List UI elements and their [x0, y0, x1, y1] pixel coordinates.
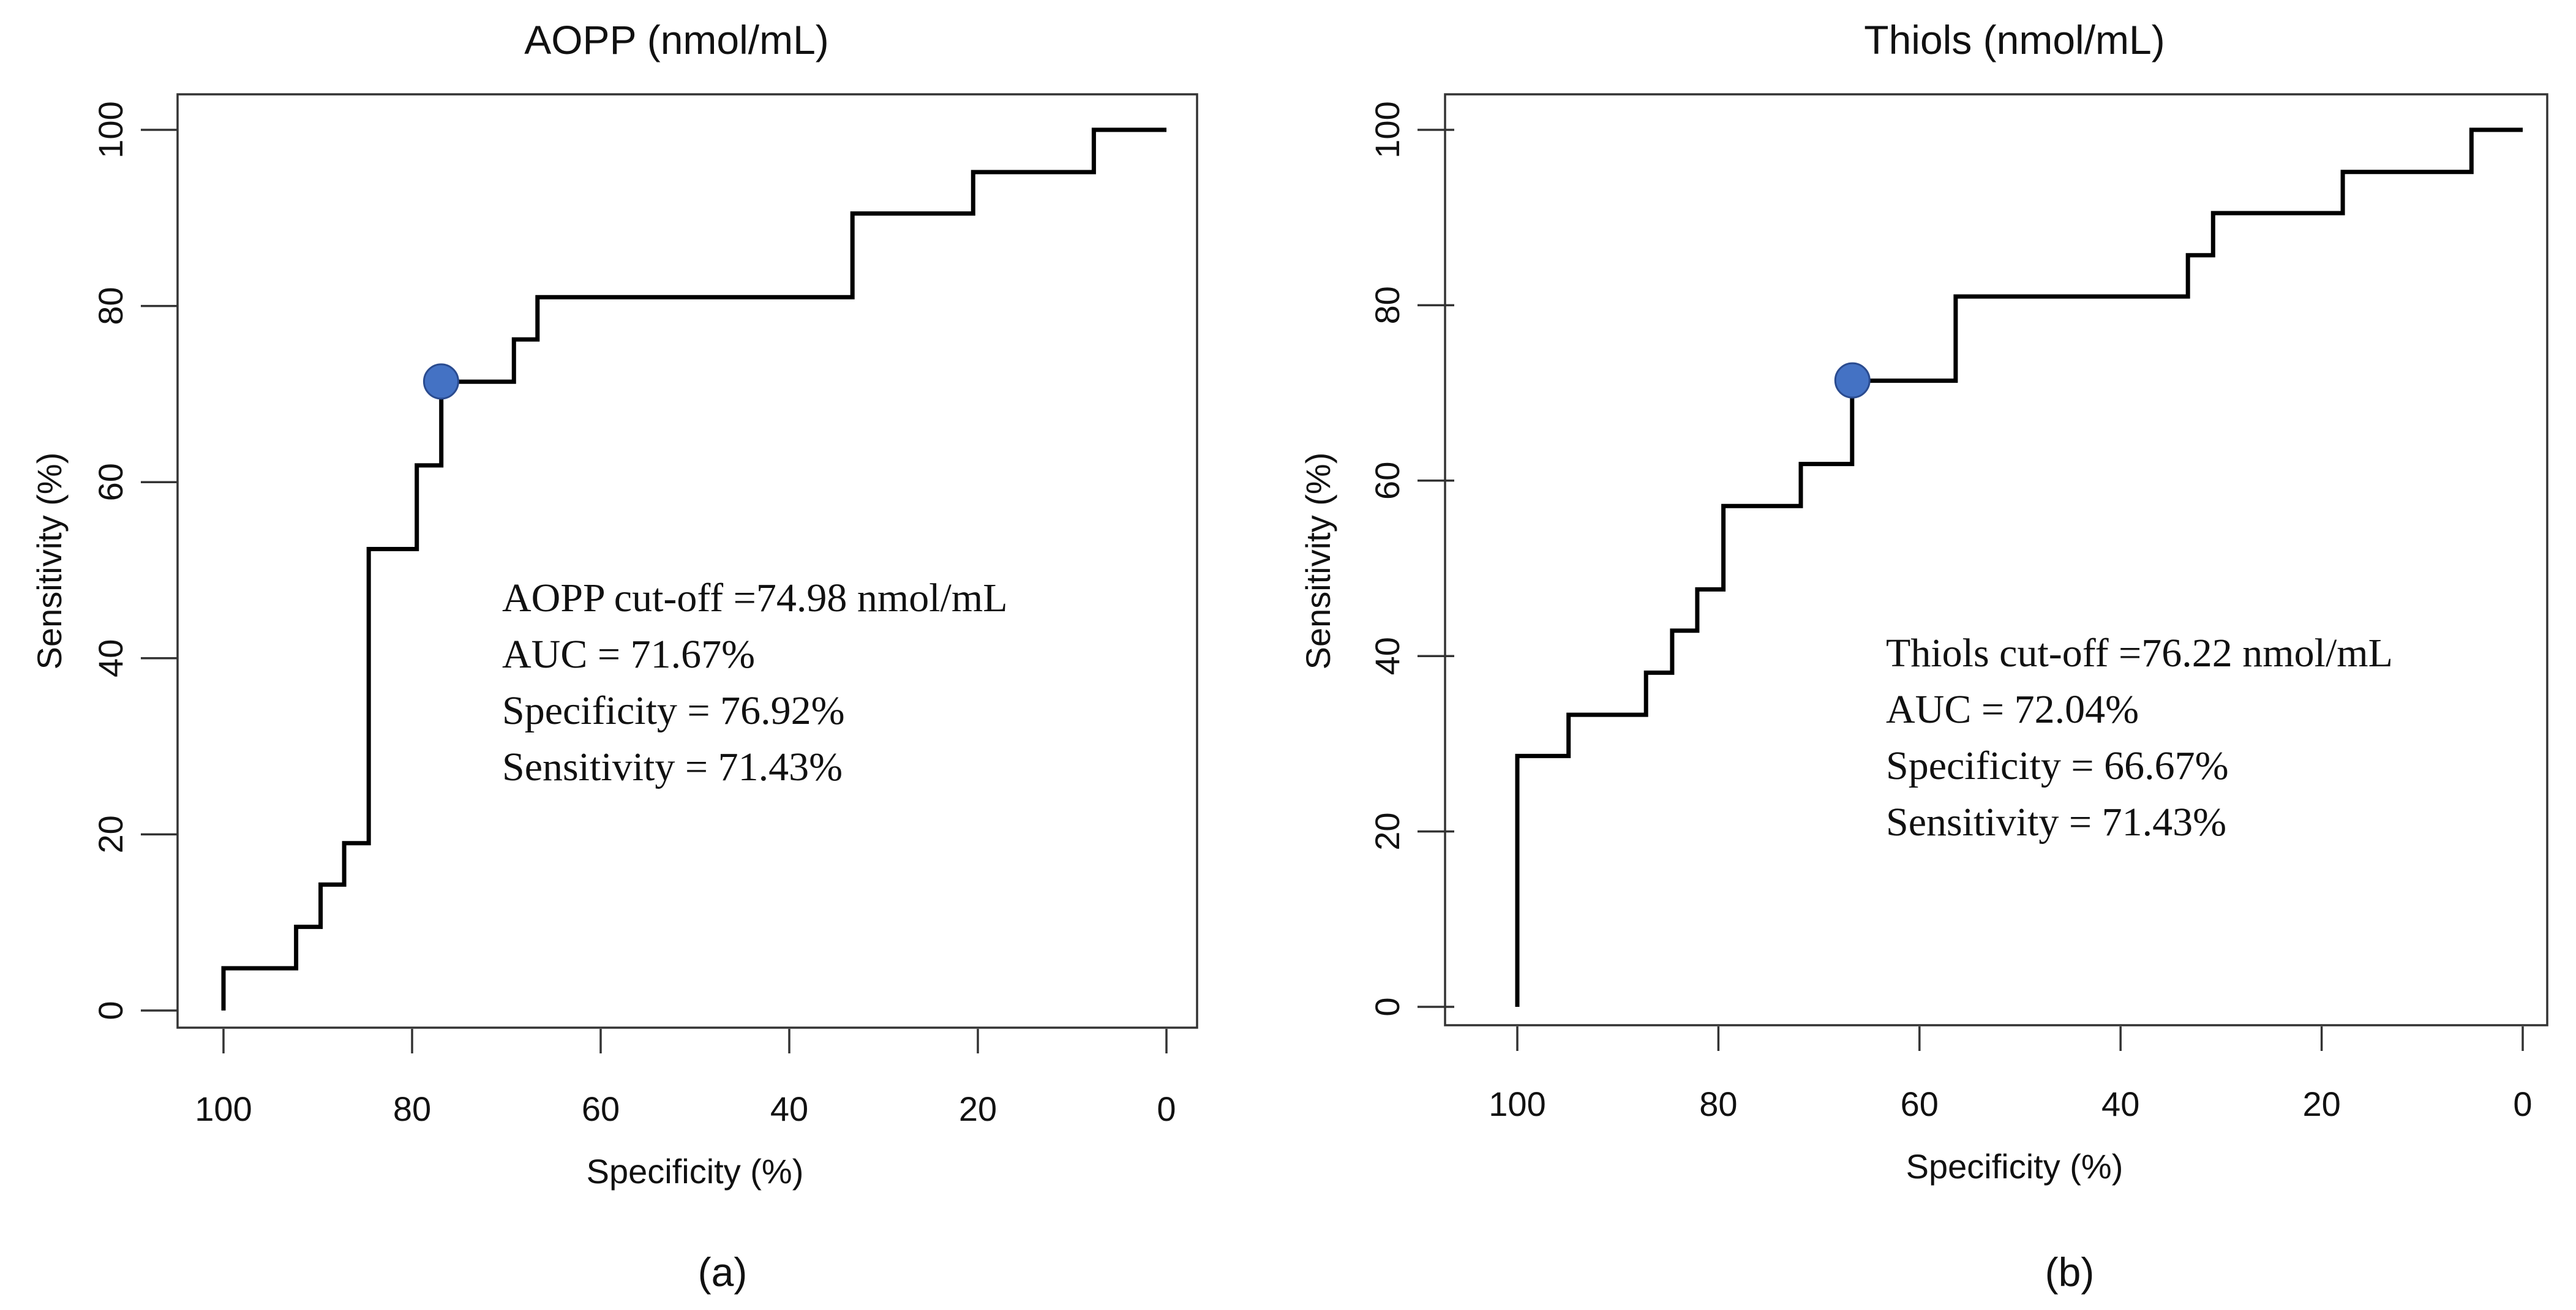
- panel-a-x-tick-label: 60: [582, 1090, 620, 1128]
- panel-b-x-tick-label: 60: [1901, 1085, 1939, 1123]
- panel-a-y-tick-label: 0: [91, 1001, 130, 1020]
- panel-b-x-tick-label: 0: [2513, 1085, 2532, 1123]
- panel-a-annotation-auc: AUC = 71.67%: [502, 632, 755, 677]
- panel-b-y-tick-label: 0: [1368, 997, 1406, 1016]
- panel-b-annotation-specificity: Specificity = 66.67%: [1886, 743, 2229, 788]
- panel-a-x-tick-label: 20: [959, 1090, 997, 1128]
- panel-a: AOPP (nmol/mL) 0 20 40 60 80 100 100 80 …: [30, 17, 1198, 1295]
- panel-b-cutoff-point: [1834, 362, 1871, 399]
- panel-a-x-tick-label: 80: [393, 1090, 431, 1128]
- panel-b-y-tick-label: 40: [1368, 637, 1406, 675]
- panel-a-cutoff-point: [422, 363, 459, 400]
- panel-b-x-axis: 100 80 60 40 20 0: [1489, 1085, 2532, 1123]
- panel-a-y-tick-label: 80: [91, 287, 130, 325]
- panel-a-plot-frame: [176, 93, 1198, 1029]
- panel-b-annotation-auc: AUC = 72.04%: [1886, 687, 2139, 732]
- panel-a-x-tick-label: 40: [770, 1090, 808, 1128]
- panel-a-x-tick-label: 100: [195, 1090, 252, 1128]
- panel-b: Thiols (nmol/mL) 0 20 40 60 80 100 100 8…: [1299, 17, 2548, 1295]
- panel-b-y-tick-label: 100: [1368, 101, 1406, 158]
- panel-a-annotation: AOPP cut-off =74.98 nmol/mL AUC = 71.67%…: [502, 576, 1008, 789]
- panel-a-y-tick-label: 60: [91, 463, 130, 501]
- panel-b-y-tick-label: 20: [1368, 812, 1406, 850]
- panel-b-x-axis-label: Specificity (%): [1906, 1147, 2124, 1186]
- panel-b-x-tick-label: 100: [1489, 1085, 1545, 1123]
- panel-a-y-tick-label: 40: [91, 639, 130, 677]
- panel-b-y-axis: 0 20 40 60 80 100: [1368, 101, 1406, 1016]
- panel-b-y-tick-label: 60: [1368, 462, 1406, 500]
- panel-b-label: (b): [2045, 1249, 2095, 1295]
- panel-a-x-axis-label: Specificity (%): [587, 1152, 804, 1191]
- panel-b-annotation: Thiols cut-off =76.22 nmol/mL AUC = 72.0…: [1886, 631, 2393, 845]
- panel-b-annotation-sensitivity: Sensitivity = 71.43%: [1886, 800, 2226, 845]
- panel-a-annotation-cutoff: AOPP cut-off =74.98 nmol/mL: [502, 576, 1008, 620]
- panel-a-x-tick-label: 0: [1157, 1090, 1176, 1128]
- panel-b-y-tick-label: 80: [1368, 286, 1406, 324]
- panel-a-y-tick-label: 20: [91, 815, 130, 853]
- panel-a-label: (a): [698, 1249, 748, 1295]
- panel-b-roc-curve: [1515, 127, 2523, 1007]
- panel-a-title: AOPP (nmol/mL): [524, 17, 829, 62]
- panel-a-annotation-sensitivity: Sensitivity = 71.43%: [502, 745, 843, 789]
- panel-a-y-axis: 0 20 40 60 80 100: [91, 101, 130, 1020]
- panel-a-roc-curve: [221, 127, 1166, 1011]
- panel-b-x-tick-label: 40: [2101, 1085, 2139, 1123]
- panel-a-annotation-specificity: Specificity = 76.92%: [502, 688, 845, 733]
- panel-a-x-axis: 100 80 60 40 20 0: [195, 1090, 1176, 1128]
- panel-a-y-tick-label: 100: [91, 101, 130, 158]
- panel-b-x-tick-label: 20: [2302, 1085, 2340, 1123]
- panel-a-y-axis-label: Sensitivity (%): [30, 453, 69, 670]
- panel-b-annotation-cutoff: Thiols cut-off =76.22 nmol/mL: [1886, 631, 2393, 676]
- panel-b-plot-frame: [1444, 93, 2548, 1026]
- panel-b-y-axis-label: Sensitivity (%): [1299, 453, 1337, 670]
- panel-b-x-tick-label: 80: [1699, 1085, 1737, 1123]
- panel-b-title: Thiols (nmol/mL): [1864, 17, 2165, 62]
